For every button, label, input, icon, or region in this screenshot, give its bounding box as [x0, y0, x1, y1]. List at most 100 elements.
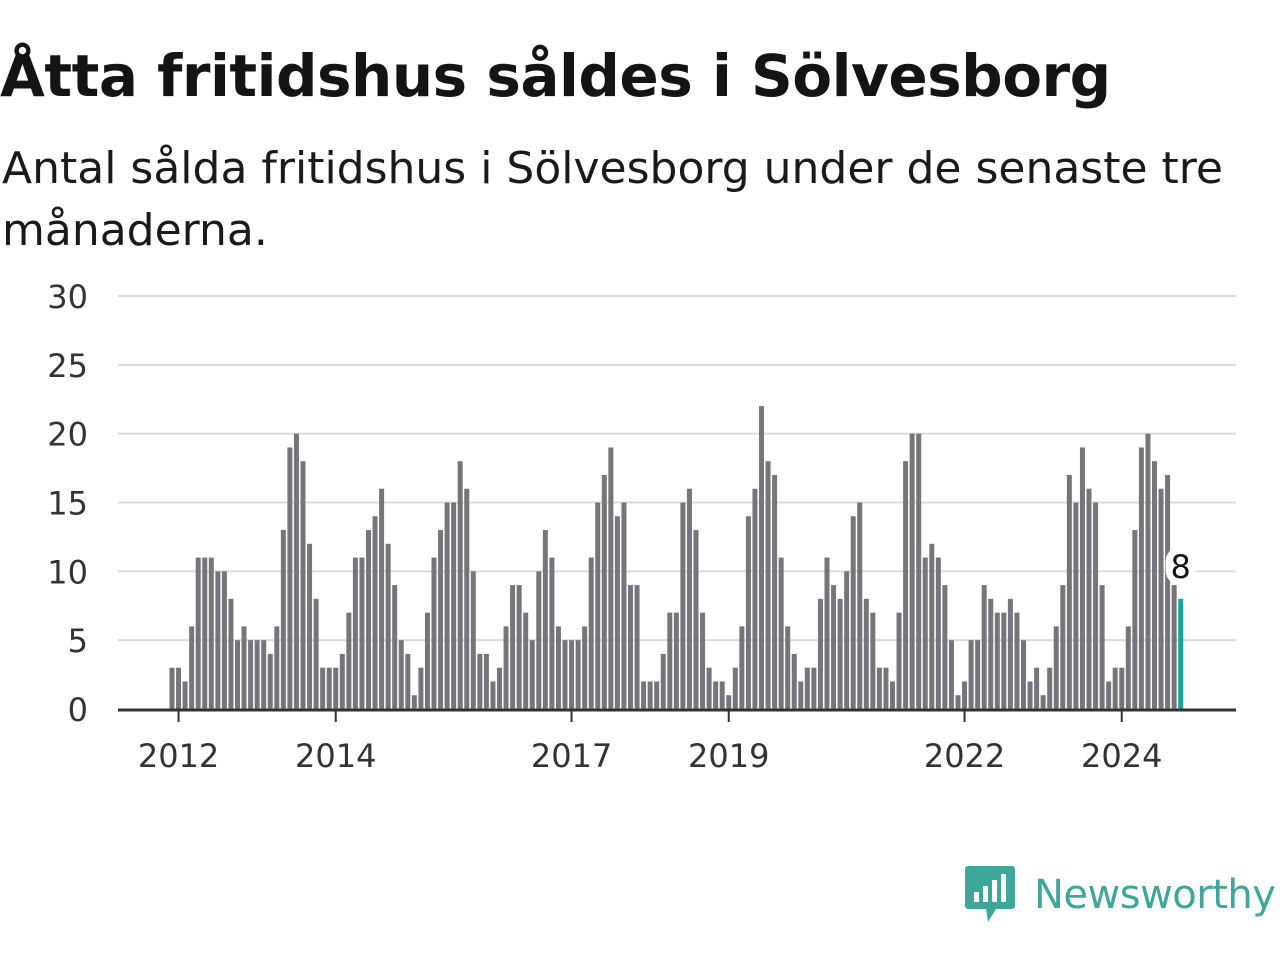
bar: [352, 557, 358, 709]
bar: [438, 530, 444, 709]
bar: [686, 488, 692, 709]
bar: [817, 598, 823, 709]
bar: [713, 681, 719, 709]
bar: [1014, 612, 1020, 709]
bar: [739, 626, 745, 709]
bar: [549, 557, 555, 709]
y-tick-label: 15: [47, 485, 88, 523]
bar: [1112, 667, 1118, 709]
bar: [1047, 667, 1053, 709]
bar: [1066, 474, 1072, 709]
bar: [628, 585, 633, 709]
bar: [706, 667, 712, 709]
bar: [922, 557, 928, 709]
bar: [654, 681, 660, 709]
bar: [202, 557, 208, 709]
bar: [235, 640, 240, 709]
bar: [903, 461, 909, 709]
bar: [287, 447, 293, 709]
bar: [752, 488, 758, 709]
bar: [398, 640, 404, 709]
axes: 0 5 10 15 20 25 30 2012 2014 2017 2019 2022 2024 8: [47, 278, 1236, 775]
bar: [274, 626, 280, 709]
bar: [621, 502, 627, 709]
bar: [536, 571, 542, 709]
bar: [798, 681, 804, 709]
bar: [431, 557, 437, 709]
bar: [935, 557, 941, 709]
bar: [857, 502, 863, 709]
bar: [411, 695, 417, 709]
newsworthy-logo-icon: [965, 866, 1015, 922]
bar: [215, 571, 221, 709]
chart-title: Åtta fritidshus såldes i Sölvesborg: [0, 42, 1111, 110]
bar: [339, 653, 345, 709]
bar: [293, 433, 299, 709]
bar: [988, 598, 994, 709]
bar: [1171, 585, 1177, 709]
bar: [693, 530, 699, 709]
bar: [942, 585, 948, 709]
bar: [785, 626, 791, 709]
bar: [824, 557, 830, 709]
y-tick-label: 5: [68, 622, 88, 660]
bars: [169, 406, 1184, 709]
bar: [778, 557, 784, 709]
x-tick-label: 2017: [531, 737, 612, 775]
bar: [366, 530, 371, 709]
bar: [424, 612, 430, 709]
bar: [994, 612, 1000, 709]
bar: [601, 474, 607, 709]
bar-latest: [1178, 598, 1184, 709]
bar: [1027, 681, 1033, 709]
bar: [772, 474, 778, 709]
bar: [634, 585, 640, 709]
latest-value-label: 8: [1171, 548, 1191, 586]
bar: [791, 653, 797, 709]
bar: [890, 681, 895, 709]
bar: [1165, 474, 1171, 709]
x-tick-label: 2012: [138, 737, 219, 775]
bar: [929, 543, 935, 709]
bar: [254, 640, 260, 709]
bar: [876, 667, 882, 709]
bar: [457, 461, 463, 709]
bar: [555, 626, 561, 709]
bar: [228, 598, 234, 709]
bar: [883, 667, 889, 709]
bar: [680, 502, 686, 709]
latest-value-bg: [1165, 546, 1196, 585]
x-tick-label: 2014: [295, 737, 376, 775]
y-tick-label: 20: [47, 416, 88, 454]
y-tick-label: 0: [68, 691, 88, 729]
bar: [608, 447, 614, 709]
x-tick-label: 2019: [688, 737, 769, 775]
bar: [1145, 433, 1151, 709]
bar: [248, 640, 254, 709]
bar: [379, 488, 385, 709]
bar: [176, 667, 182, 709]
bar: [831, 585, 837, 709]
bar: [451, 502, 457, 709]
bar: [569, 640, 575, 709]
bar: [719, 681, 725, 709]
latest-value-callout: 8: [1165, 546, 1196, 586]
bar: [837, 598, 843, 709]
bar: [1106, 681, 1112, 709]
bar: [660, 653, 666, 709]
bar: [523, 612, 529, 709]
bar: [896, 612, 902, 709]
bar: [1040, 695, 1046, 709]
bar: [320, 667, 326, 709]
bar: [562, 640, 568, 709]
x-tick-label: 2022: [924, 737, 1005, 775]
bar: [745, 516, 751, 709]
y-tick-label: 30: [47, 278, 88, 316]
bar: [182, 681, 188, 709]
bar: [955, 695, 961, 709]
bar: [1034, 667, 1040, 709]
bar: [647, 681, 653, 709]
bar: [307, 543, 313, 709]
bar: [1007, 598, 1013, 709]
bar: [870, 612, 876, 709]
